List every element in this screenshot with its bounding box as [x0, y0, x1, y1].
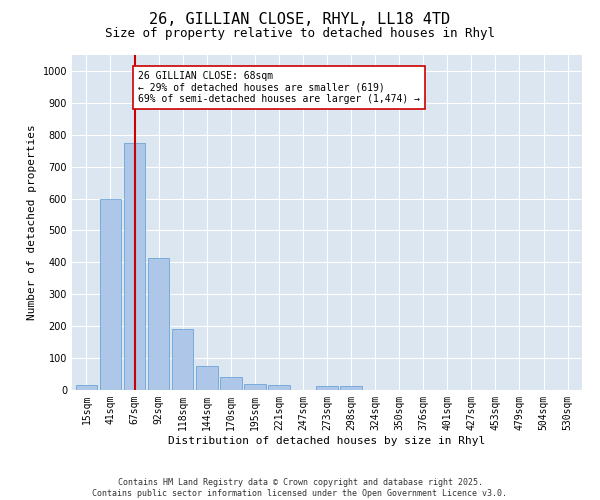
Text: Contains HM Land Registry data © Crown copyright and database right 2025.
Contai: Contains HM Land Registry data © Crown c… [92, 478, 508, 498]
Bar [244, 384, 266, 390]
Bar [340, 386, 362, 390]
Bar [100, 198, 121, 390]
Bar [220, 377, 242, 390]
Bar [124, 142, 145, 390]
Text: Size of property relative to detached houses in Rhyl: Size of property relative to detached ho… [105, 28, 495, 40]
X-axis label: Distribution of detached houses by size in Rhyl: Distribution of detached houses by size … [169, 436, 485, 446]
Bar [316, 386, 338, 390]
Text: 26, GILLIAN CLOSE, RHYL, LL18 4TD: 26, GILLIAN CLOSE, RHYL, LL18 4TD [149, 12, 451, 28]
Bar [268, 385, 290, 390]
Y-axis label: Number of detached properties: Number of detached properties [27, 124, 37, 320]
Bar [196, 366, 218, 390]
Bar [76, 385, 97, 390]
Bar [148, 258, 169, 390]
Text: 26 GILLIAN CLOSE: 68sqm
← 29% of detached houses are smaller (619)
69% of semi-d: 26 GILLIAN CLOSE: 68sqm ← 29% of detache… [138, 71, 420, 104]
Bar [172, 330, 193, 390]
